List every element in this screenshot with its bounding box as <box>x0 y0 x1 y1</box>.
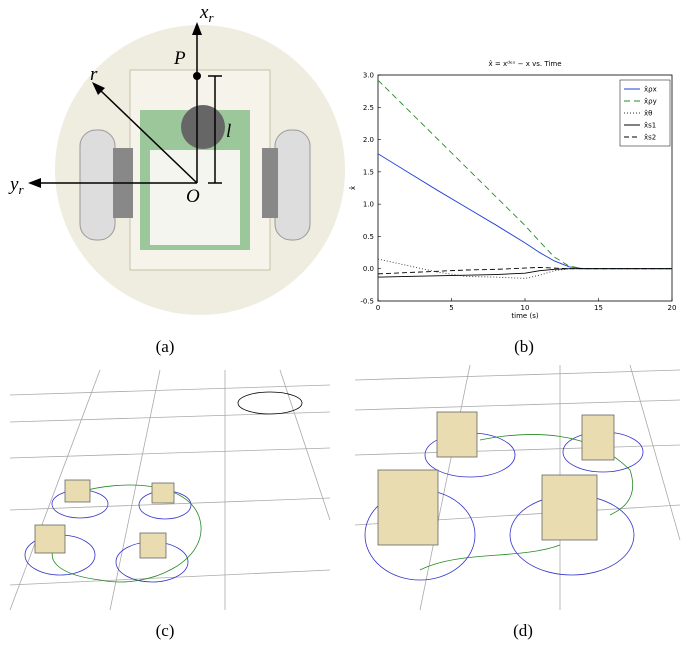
origin-label: O <box>186 186 200 207</box>
x-tick-label: 10 <box>521 304 530 312</box>
robot-diagram: xr P r l yr O <box>8 2 345 315</box>
x-tick-label: 15 <box>594 304 603 312</box>
y-axis-sub: r <box>18 182 24 197</box>
legend-label: x̂θ <box>644 110 652 118</box>
simulation-d <box>355 365 680 610</box>
y-axis-main: y <box>8 174 19 195</box>
simulation-c <box>10 370 330 610</box>
legend-label: x̂ρx <box>644 86 657 94</box>
x-axis-label: time (s) <box>511 312 538 320</box>
length-label: l <box>226 121 231 142</box>
legend-label: x̂s1 <box>644 122 656 130</box>
line-chart: x̂ = xᵈᵉˢ − x vs. Time time (s) x̂ 0 5 10 15 20… <box>349 60 676 320</box>
y-tick-label: 1.0 <box>363 201 374 209</box>
y-tick-label: 2.5 <box>363 104 374 112</box>
legend-label: x̂ρy <box>644 98 657 106</box>
caption: (a) <box>156 337 175 356</box>
y-axis-label: yr <box>8 174 24 197</box>
point-label: P <box>173 48 186 69</box>
series-line <box>378 269 672 277</box>
y-tick-label: -0.5 <box>360 298 374 306</box>
y-tick-label: 0.0 <box>363 265 374 273</box>
chart-title: x̂ = xᵈᵉˢ − x vs. Time <box>488 60 561 68</box>
x-tick-label: 0 <box>376 304 380 312</box>
caption: (c) <box>156 621 175 640</box>
x-tick-label: 20 <box>668 304 677 312</box>
series-line <box>378 154 672 269</box>
caption: (d) <box>513 621 533 640</box>
caption: (b) <box>514 337 534 356</box>
x-axis-sub: r <box>208 10 214 25</box>
radius-label: r <box>90 64 98 85</box>
x-tick-label: 5 <box>449 304 453 312</box>
figure: xr P r l yr O (a) (b) (c) (d) x̂ = xᵈᵉˢ … <box>0 0 688 648</box>
x-axis-label: xr <box>199 2 214 25</box>
legend-label: x̂s2 <box>644 134 656 142</box>
y-tick-label: 2.0 <box>363 136 374 144</box>
y-tick-label: 0.5 <box>363 233 374 241</box>
y-tick-label: 3.0 <box>363 72 374 80</box>
y-axis-label: x̂ <box>349 186 357 190</box>
y-tick-label: 1.5 <box>363 168 374 176</box>
